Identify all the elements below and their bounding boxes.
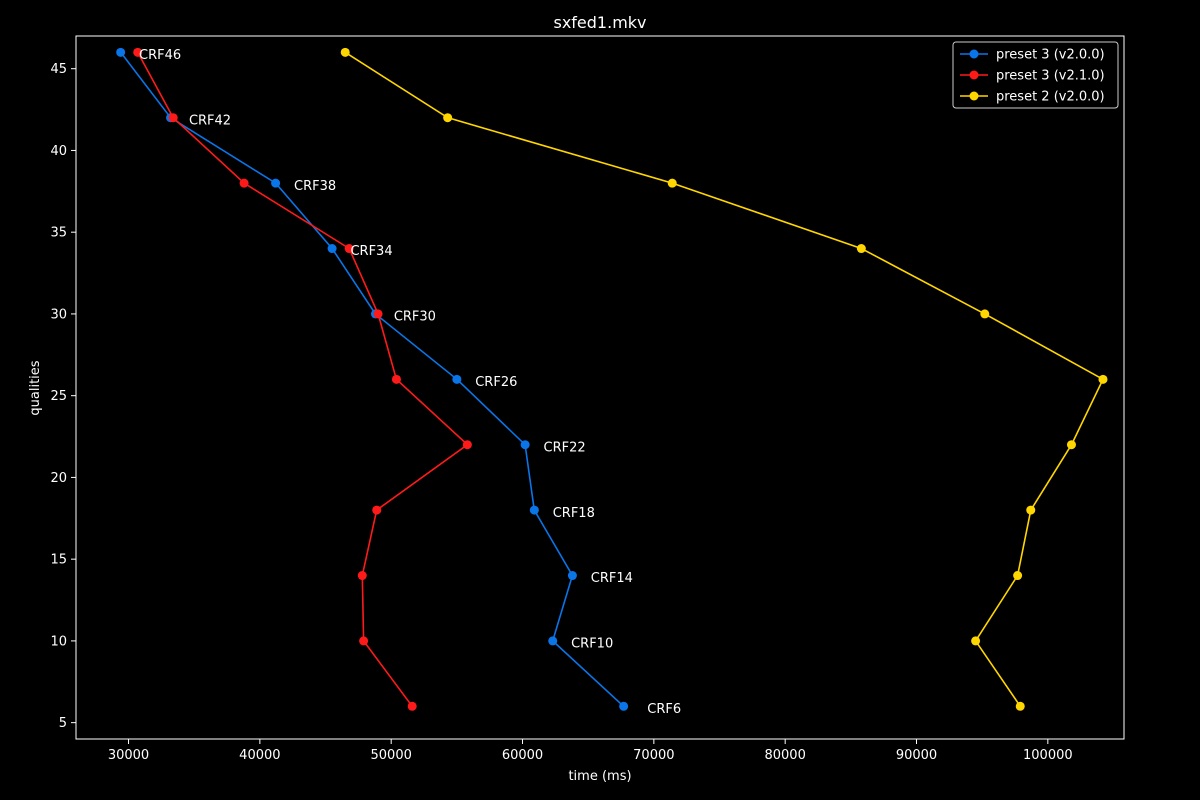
x-tick-label: 60000: [502, 748, 543, 763]
series-1-point: [548, 636, 558, 646]
axes-frame: [75, 35, 1125, 740]
series-3-point: [980, 309, 990, 319]
legend-marker-2: [969, 70, 979, 80]
point-label: CRF42: [189, 113, 231, 128]
series-3-point: [856, 244, 866, 254]
y-tick-label: 10: [50, 634, 67, 649]
series-2-point: [407, 701, 417, 711]
plot-area: 30000 40000 50000 60000 70000 80000 90000 10000…: [50, 35, 1125, 763]
series-1-point: [567, 571, 577, 581]
series-2-point: [359, 636, 369, 646]
y-tick-label: 20: [50, 471, 67, 486]
series-3-point: [443, 113, 453, 123]
series-3-point: [1098, 374, 1108, 384]
series-2-point: [373, 309, 383, 319]
point-label: CRF30: [394, 310, 436, 325]
series-2-point: [462, 440, 472, 450]
point-label: CRF10: [571, 637, 613, 652]
y-tick-label: 15: [50, 553, 67, 568]
point-label: CRF14: [591, 571, 633, 586]
series-3-point: [1013, 571, 1023, 581]
chart-title: sxfed1.mkv: [553, 13, 646, 32]
x-tick-label: 90000: [896, 748, 937, 763]
point-label: CRF22: [544, 440, 586, 455]
series-2-point: [239, 178, 249, 188]
x-tick-label: 30000: [108, 748, 149, 763]
y-tick-label: 45: [50, 62, 67, 77]
x-tick-label: 100000: [1023, 748, 1073, 763]
legend-marker-3: [969, 91, 979, 101]
series-2-point: [391, 374, 401, 384]
series-3-point: [1026, 505, 1036, 515]
y-tick-label: 25: [50, 389, 67, 404]
legend-label-1: preset 3 (v2.0.0): [996, 48, 1105, 63]
x-axis-title: time (ms): [568, 769, 631, 784]
point-label: CRF46: [139, 48, 181, 63]
series-1-point: [529, 505, 539, 515]
x-tick-label: 70000: [633, 748, 674, 763]
series-2-point: [372, 505, 382, 515]
y-tick-label: 30: [50, 307, 67, 322]
x-tick-label: 40000: [239, 748, 280, 763]
x-tick-label: 50000: [371, 748, 412, 763]
series-3-point: [971, 636, 981, 646]
y-tick-label: 35: [50, 226, 67, 241]
y-axis-title: qualities: [28, 360, 43, 415]
point-label: CRF26: [475, 375, 517, 390]
legend-label-3: preset 2 (v2.0.0): [996, 90, 1105, 105]
y-tick-label: 40: [50, 144, 67, 159]
point-label: CRF6: [647, 702, 681, 717]
series-2-point: [357, 571, 367, 581]
series-2-point: [168, 113, 178, 123]
series-1-point: [520, 440, 530, 450]
series-1-point: [452, 374, 462, 384]
point-label: CRF38: [294, 179, 336, 194]
y-tick-label: 5: [59, 716, 67, 731]
series-3-point: [667, 178, 677, 188]
series-3-point: [1066, 440, 1076, 450]
legend-label-2: preset 3 (v2.1.0): [996, 69, 1105, 84]
series-1-point: [271, 178, 281, 188]
series-2-point: [133, 47, 143, 57]
point-label: CRF34: [350, 244, 392, 259]
series-1-point: [619, 701, 629, 711]
series-1-point: [116, 47, 126, 57]
series-1-point: [327, 244, 337, 254]
series-3-point: [1015, 701, 1025, 711]
point-label: CRF18: [553, 506, 595, 521]
x-tick-label: 80000: [764, 748, 805, 763]
series-3-point: [340, 47, 350, 57]
legend-marker-1: [969, 49, 979, 59]
legend-box: [952, 41, 1119, 109]
series-2-point: [344, 244, 354, 254]
